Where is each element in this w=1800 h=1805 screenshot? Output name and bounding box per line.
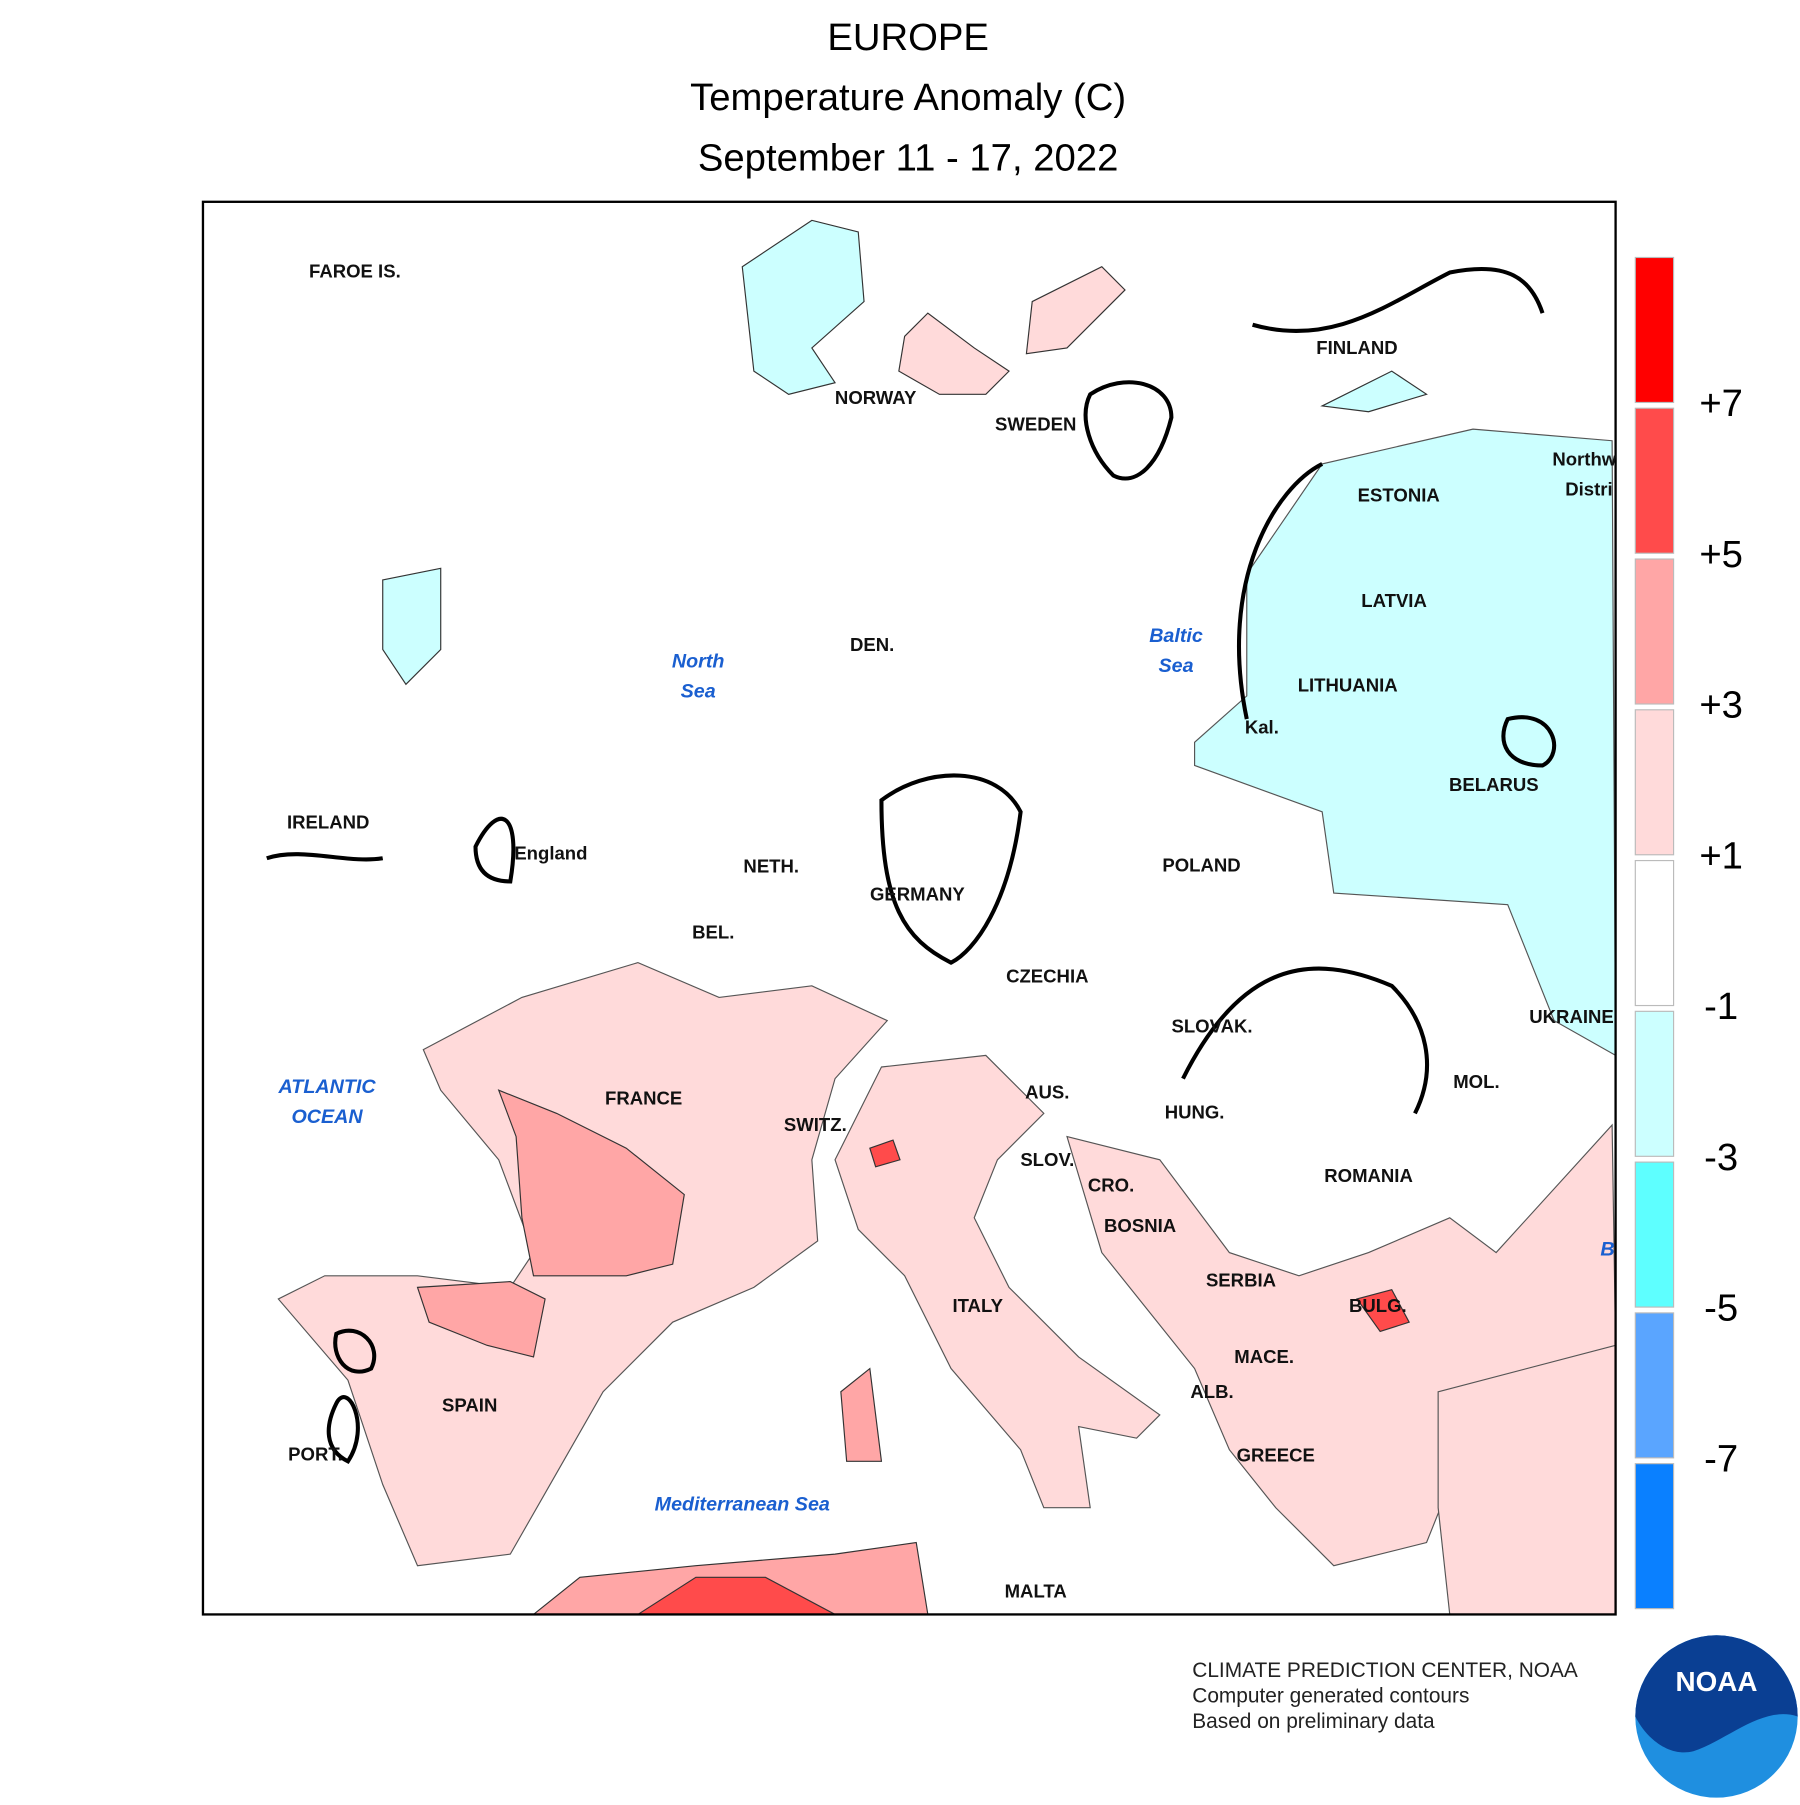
country-label: SWEDEN <box>995 414 1076 435</box>
country-label: CRO. <box>1088 1174 1134 1195</box>
subtitle: Temperature Anomaly (C) <box>690 76 1126 119</box>
country-label: CZECHIA <box>1006 966 1088 987</box>
country-label: GERMANY <box>870 883 965 904</box>
country-label: UKRAINE <box>1529 1006 1614 1027</box>
country-label: BEL. <box>692 922 734 943</box>
legend-swatch <box>1634 558 1675 705</box>
sea-label: OCEAN <box>291 1106 363 1128</box>
country-label: LITHUANIA <box>1298 675 1398 696</box>
country-label: NETH. <box>743 855 799 876</box>
country-label: ITALY <box>952 1295 1003 1316</box>
country-label: PORT. <box>288 1443 343 1464</box>
legend-swatch <box>1634 859 1675 1007</box>
country-label: Distri <box>1565 478 1612 499</box>
legend-label: +3 <box>1699 684 1743 727</box>
legend-swatch <box>1634 256 1675 404</box>
country-label: POLAND <box>1162 854 1240 875</box>
country-label: SPAIN <box>442 1395 497 1416</box>
legend-label: -7 <box>1704 1437 1738 1480</box>
country-label: IRELAND <box>287 811 369 832</box>
country-label: MACE. <box>1234 1346 1294 1367</box>
country-label: BULG. <box>1349 1295 1407 1316</box>
country-label: AUS. <box>1025 1082 1069 1103</box>
legend-label: +1 <box>1699 834 1743 877</box>
logo-text: NOAA <box>1676 1666 1758 1697</box>
country-label: SLOVAK. <box>1171 1015 1252 1036</box>
country-label: GREECE <box>1237 1445 1315 1466</box>
period: September 11 - 17, 2022 <box>698 136 1118 179</box>
footer-line: Based on preliminary data <box>1192 1710 1435 1733</box>
legend-swatch <box>1634 1010 1675 1157</box>
legend-label: +5 <box>1699 533 1743 576</box>
sea-label: Sea <box>681 681 716 703</box>
legend-swatch <box>1634 1161 1675 1308</box>
sea-label: Sea <box>1158 655 1193 677</box>
legend-label: -3 <box>1704 1136 1738 1179</box>
country-label: DEN. <box>850 634 894 655</box>
country-label: Northw <box>1552 448 1616 469</box>
legend-label: +7 <box>1699 382 1743 425</box>
country-label: SWITZ. <box>784 1114 847 1135</box>
country-label: FRANCE <box>605 1087 682 1108</box>
country-label: HUNG. <box>1165 1101 1225 1122</box>
title: EUROPE <box>827 16 989 59</box>
legend-swatch <box>1634 709 1675 856</box>
country-label: MALTA <box>1005 1580 1067 1601</box>
sea-label: Mediterranean Sea <box>655 1494 830 1516</box>
legend: +7 +5 +3 +1 -1 -3 -5 -7 <box>1634 256 1743 1610</box>
country-label: NORWAY <box>835 387 917 408</box>
legend-label: -1 <box>1704 985 1738 1028</box>
footer-line: CLIMATE PREDICTION CENTER, NOAA <box>1192 1659 1578 1682</box>
country-label: BOSNIA <box>1104 1215 1176 1236</box>
legend-label: -5 <box>1704 1287 1738 1330</box>
sea-label: B <box>1600 1238 1614 1260</box>
map-labels: FAROE IS. NORWAY SWEDEN FINLAND ESTONIA LATVI… <box>278 260 1617 1601</box>
country-label: MOL. <box>1453 1071 1499 1092</box>
footer-line: Computer generated contours <box>1192 1685 1469 1708</box>
map <box>201 200 1617 1616</box>
country-label: England <box>514 843 587 864</box>
country-label: ROMANIA <box>1324 1165 1413 1186</box>
country-label: FAROE IS. <box>309 260 401 281</box>
noaa-logo: NOAA <box>1635 1635 1798 1798</box>
country-label: Kal. <box>1245 716 1279 737</box>
country-label: LATVIA <box>1361 590 1427 611</box>
country-label: SLOV. <box>1020 1149 1074 1170</box>
country-label: SERBIA <box>1206 1269 1276 1290</box>
country-label: ESTONIA <box>1358 484 1440 505</box>
legend-swatch <box>1634 1312 1675 1459</box>
country-label: FINLAND <box>1316 337 1397 358</box>
country-label: BELARUS <box>1449 774 1539 795</box>
sea-label: Baltic <box>1149 625 1203 647</box>
legend-swatch <box>1634 407 1675 554</box>
country-label: ALB. <box>1190 1381 1233 1402</box>
sea-label: ATLANTIC <box>278 1076 377 1098</box>
sea-label: North <box>672 650 725 672</box>
legend-swatch <box>1634 1463 1675 1610</box>
